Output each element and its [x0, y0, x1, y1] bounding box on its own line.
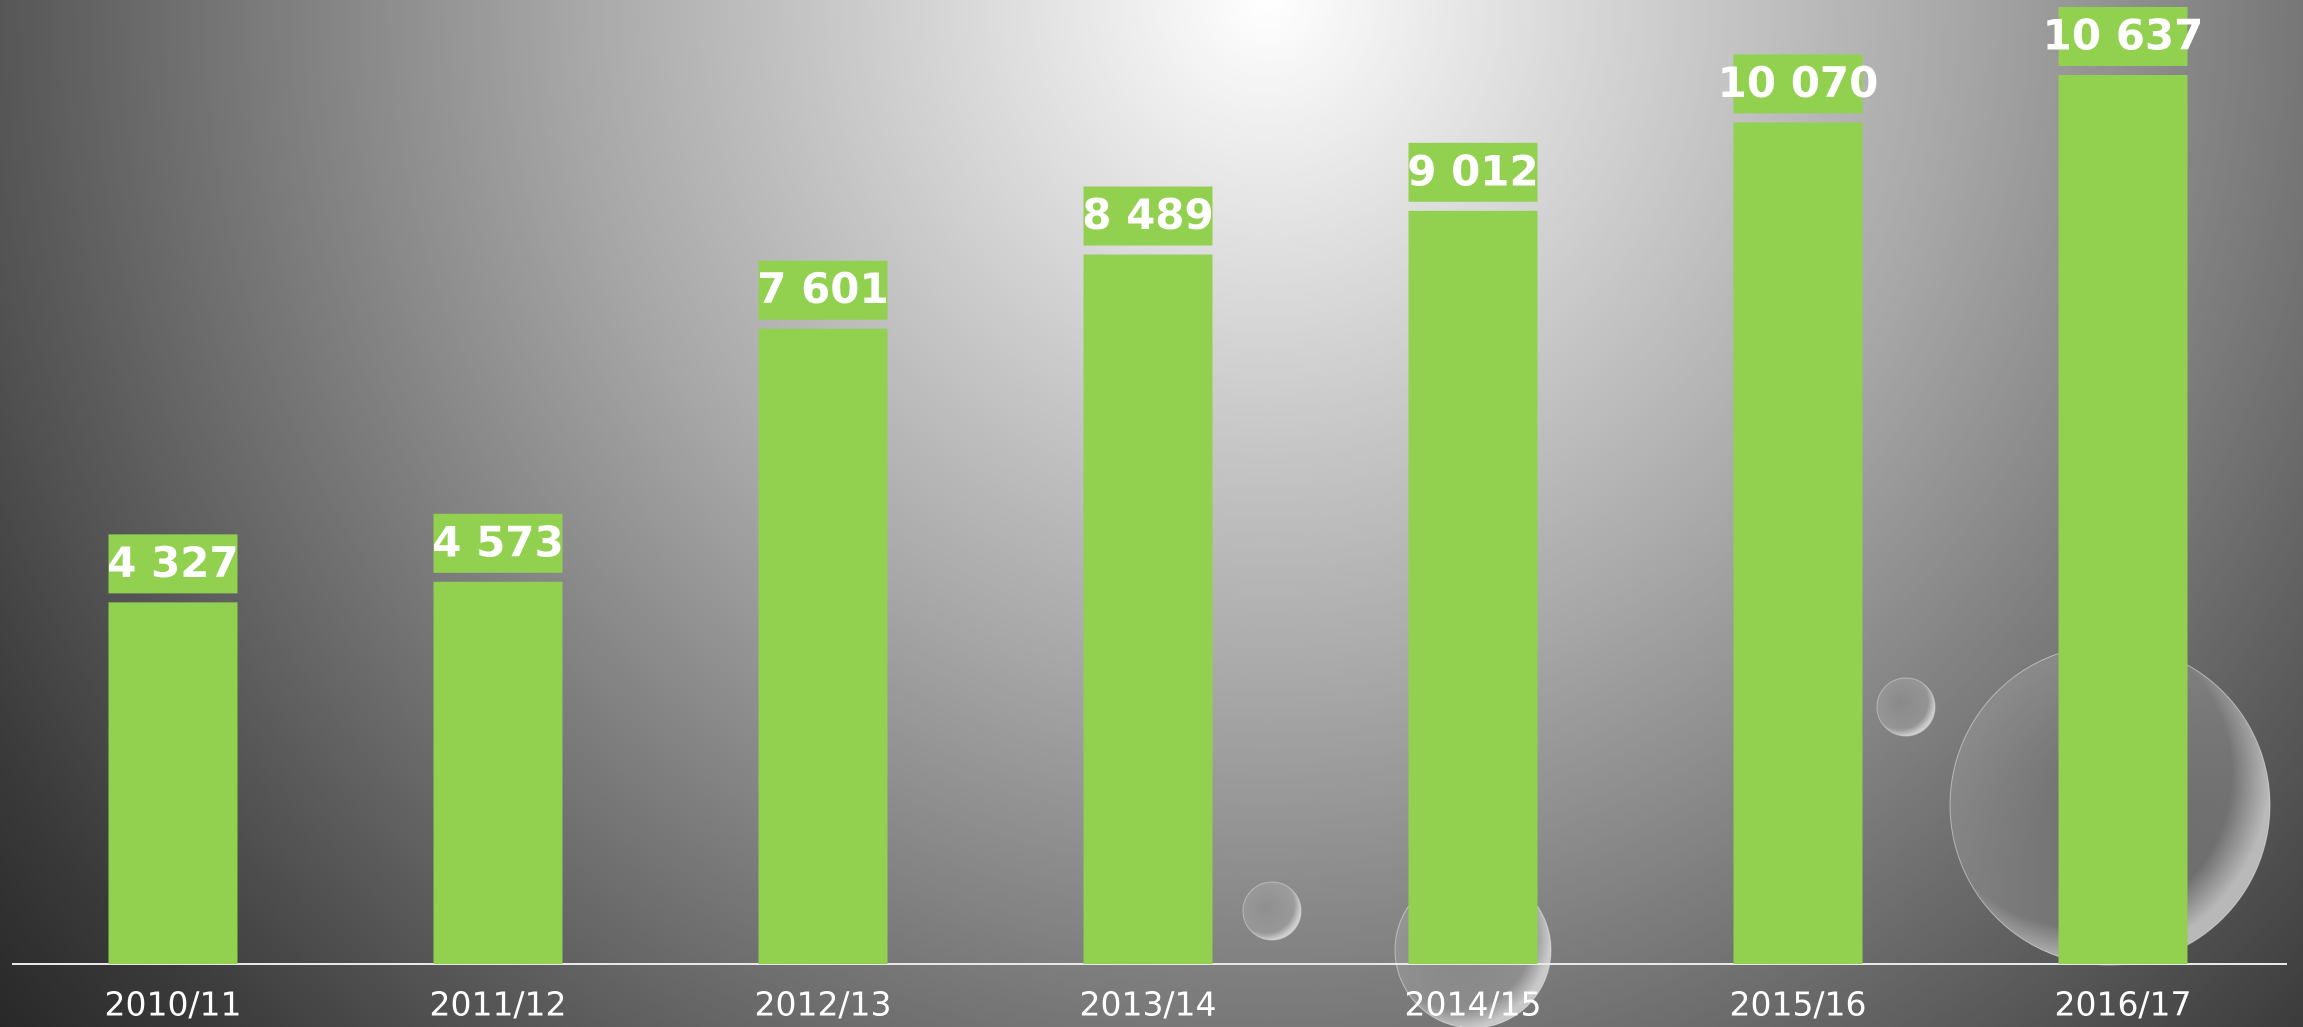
bar [1408, 210, 1538, 964]
value-label: 4 573 [432, 517, 564, 566]
x-tick-label: 2013/14 [1079, 985, 1216, 1024]
value-label-box [2058, 7, 2188, 66]
x-tick-label: 2012/13 [754, 985, 891, 1024]
value-label: 4 327 [107, 538, 239, 587]
bar [2058, 75, 2188, 964]
bar [108, 602, 238, 964]
x-tick-label: 2015/16 [1729, 985, 1866, 1024]
value-label-box [758, 260, 888, 320]
value-label: 10 070 [1718, 58, 1879, 107]
value-label: 7 601 [757, 264, 889, 313]
x-tick-label: 2011/12 [429, 985, 566, 1024]
value-label-box [108, 534, 238, 594]
bar [758, 328, 888, 965]
bar [433, 581, 563, 964]
value-label: 8 489 [1082, 190, 1214, 239]
value-label: 10 637 [2043, 11, 2204, 60]
value-label-box [1408, 142, 1538, 202]
bar [1083, 254, 1213, 964]
value-label-box [433, 513, 563, 573]
x-tick-label: 2014/15 [1404, 985, 1541, 1024]
x-tick-label: 2016/17 [2054, 985, 2191, 1024]
value-label-box [1733, 54, 1863, 114]
value-label-box [1083, 186, 1213, 246]
value-label: 9 012 [1407, 146, 1539, 195]
bar [1733, 122, 1863, 965]
x-tick-label: 2010/11 [104, 985, 241, 1024]
